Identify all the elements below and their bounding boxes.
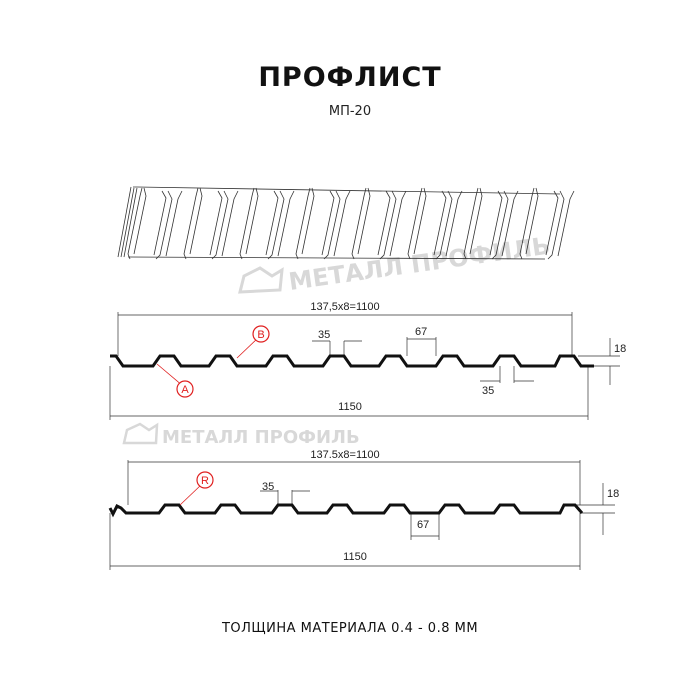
svg-text:МЕТАЛЛ ПРОФИЛЬ: МЕТАЛЛ ПРОФИЛЬ <box>287 232 552 296</box>
height-label: 18 <box>607 488 619 500</box>
sheet-rib <box>155 190 173 260</box>
sheet-rib <box>127 187 143 260</box>
sheet-rib <box>351 187 367 260</box>
sheet-rib <box>489 190 503 256</box>
sheet-rib <box>433 190 447 256</box>
sheet-rib <box>245 187 259 255</box>
profile-ab-line <box>110 354 594 368</box>
sheet-rib <box>545 190 559 256</box>
sheet-rib <box>211 190 229 260</box>
sheet-rib <box>209 190 223 256</box>
sheet-rib <box>445 190 463 257</box>
sheet-rib <box>407 187 423 260</box>
sheet-rib <box>547 190 565 260</box>
crest-label-2: 35 <box>482 385 494 397</box>
sheet-rib <box>265 190 279 256</box>
sheet-rib <box>133 186 561 195</box>
sheet-rib <box>321 190 335 256</box>
sheet-rib <box>519 187 535 260</box>
sheet-rib <box>133 187 147 255</box>
sheet-rib <box>183 187 199 260</box>
sheet-rib <box>189 187 203 255</box>
crest-label: 35 <box>262 481 274 493</box>
sheet-rib <box>389 190 407 257</box>
sheet-rib <box>117 186 132 258</box>
sheet-rib <box>525 187 539 255</box>
sheet-rib <box>295 187 311 260</box>
svg-text:B: B <box>257 329 264 341</box>
sheet-rib <box>239 187 255 260</box>
sheet-rib <box>333 190 351 257</box>
svg-text:МЕТАЛЛ ПРОФИЛЬ: МЕТАЛЛ ПРОФИЛЬ <box>162 427 360 448</box>
sheet-rib <box>153 190 167 256</box>
watermark-bottom: МЕТАЛЛ ПРОФИЛЬ <box>122 422 360 448</box>
pitch-label: 137,5x8=1100 <box>310 301 379 313</box>
svg-text:A: A <box>181 384 189 396</box>
sheet-rib <box>379 190 397 260</box>
valley-label: 67 <box>415 326 427 338</box>
material-thickness-note: ТОЛЩИНА МАТЕРИАЛА 0.4 - 0.8 ММ <box>221 621 479 636</box>
sheet-rib <box>277 190 295 257</box>
sheet-rib <box>377 190 391 256</box>
svg-text:R: R <box>201 475 209 487</box>
sheet-rib <box>221 190 239 257</box>
sheet-rib <box>120 187 135 258</box>
sheet-rib <box>357 187 371 255</box>
sheet-rib <box>463 187 479 260</box>
width-label: 1150 <box>343 551 367 563</box>
pitch-label: 137.5x8=1100 <box>310 449 379 461</box>
model-subtitle: МП-20 <box>328 104 372 119</box>
sheet-rib <box>491 190 509 260</box>
sheet-rib <box>557 190 575 257</box>
sheet-rib <box>301 187 315 255</box>
page-title: ПРОФЛИСТ <box>258 62 442 93</box>
sheet-rib <box>469 187 483 255</box>
marker-a <box>176 380 194 398</box>
sheet-rib <box>123 187 138 258</box>
marker-r <box>196 471 214 489</box>
height-label: 18 <box>614 343 626 355</box>
width-label: 1150 <box>338 401 362 413</box>
valley-label: 67 <box>417 519 429 531</box>
sheet-rib <box>501 190 519 257</box>
sheet-rib <box>128 256 546 260</box>
profile-r: 137.5x8=1100 1150 35 67 18 R <box>108 449 619 570</box>
marker-b <box>252 325 270 343</box>
sheet-perspective-view <box>117 186 575 260</box>
sheet-rib <box>267 190 285 260</box>
sheet-rib <box>323 190 341 260</box>
sheet-rib <box>165 190 183 257</box>
sheet-rib <box>413 187 427 255</box>
profile-ab: 137,5x8=1100 1150 35 35 67 18 A B <box>109 301 626 420</box>
crest-label: 35 <box>318 329 330 341</box>
sheet-rib <box>435 190 453 260</box>
profile-r-line <box>108 503 584 518</box>
